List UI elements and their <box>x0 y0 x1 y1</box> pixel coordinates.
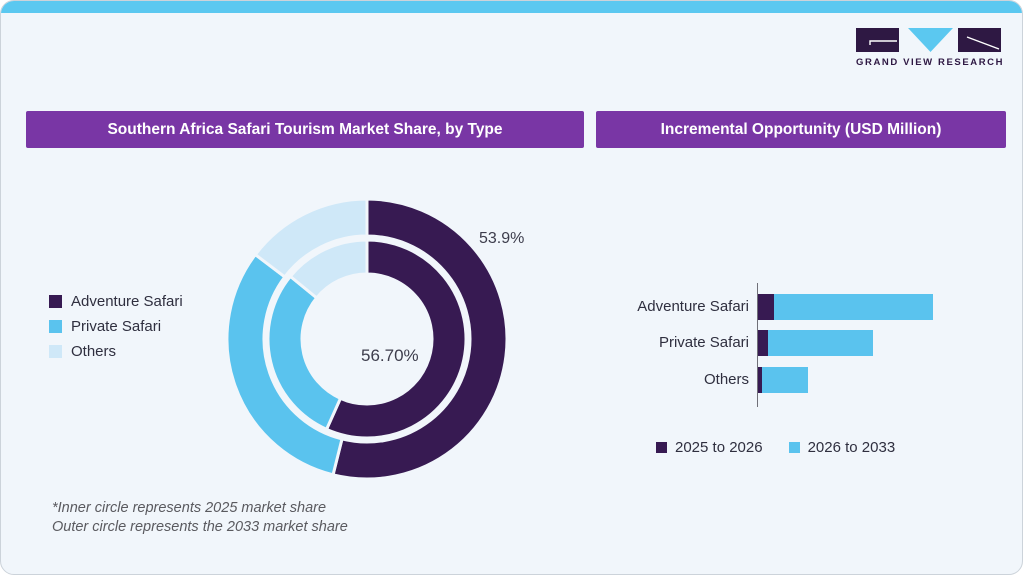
gvr-logo-icon <box>856 28 1001 52</box>
bar-segment <box>762 367 808 393</box>
bar-legend-label: 2026 to 2033 <box>807 439 896 456</box>
legend-swatch <box>49 344 62 358</box>
bar-category-label: Adventure Safari <box>637 298 749 315</box>
legend-item: Others <box>49 342 183 360</box>
bar-row <box>758 367 808 393</box>
bar-legend-item: 2025 to 2026 <box>656 439 763 456</box>
bar-category-label: Others <box>703 371 749 388</box>
donut-legend: Adventure Safari Private Safari Others <box>49 292 183 369</box>
legend-swatch <box>49 319 62 333</box>
donut-inner-ring-label: 56.70% <box>361 346 419 365</box>
footnote-line-2: Outer circle represents the 2033 market … <box>52 519 348 535</box>
right-panel-title: Incremental Opportunity (USD Million) <box>596 111 1006 148</box>
top-accent-bar <box>1 1 1022 13</box>
bar-segment <box>774 294 933 320</box>
bar-legend-label: 2025 to 2026 <box>675 439 763 456</box>
legend-label: Private Safari <box>71 317 162 335</box>
bar-row <box>758 294 933 320</box>
legend-item: Adventure Safari <box>49 292 183 310</box>
bar-legend-item: 2026 to 2033 <box>788 439 896 456</box>
footnote-line-1: *Inner circle represents 2025 market sha… <box>52 500 327 516</box>
donut-segment <box>325 238 468 440</box>
footnote: *Inner circle represents 2025 market sha… <box>52 499 348 537</box>
bar-segment <box>758 330 768 356</box>
legend-label: Adventure Safari <box>71 292 183 310</box>
brand-logo: GRAND VIEW RESEARCH <box>856 28 1005 68</box>
bar-legend-swatch <box>656 442 667 453</box>
donut-chart <box>225 197 509 481</box>
donut-outer-ring-label: 53.9% <box>479 230 525 247</box>
bar-chart-axis-line <box>757 283 758 407</box>
bar-chart-legend: 2025 to 2026 2026 to 2033 <box>656 439 895 456</box>
bar-segment <box>758 367 762 393</box>
brand-name: GRAND VIEW RESEARCH <box>856 57 1005 68</box>
bar-legend-swatch <box>788 442 800 453</box>
donut-chart-svg <box>225 197 509 481</box>
bar-category-label: Private Safari <box>658 334 749 351</box>
bar-segment <box>758 294 774 320</box>
legend-swatch <box>49 294 62 308</box>
bar-segment <box>768 330 873 356</box>
left-panel-title: Southern Africa Safari Tourism Market Sh… <box>26 111 584 148</box>
donut-segment <box>288 238 369 300</box>
legend-label: Others <box>71 342 117 360</box>
legend-item: Private Safari <box>49 317 183 335</box>
donut-segment <box>253 197 369 279</box>
donut-segment <box>331 197 509 481</box>
bar-row <box>758 330 873 356</box>
